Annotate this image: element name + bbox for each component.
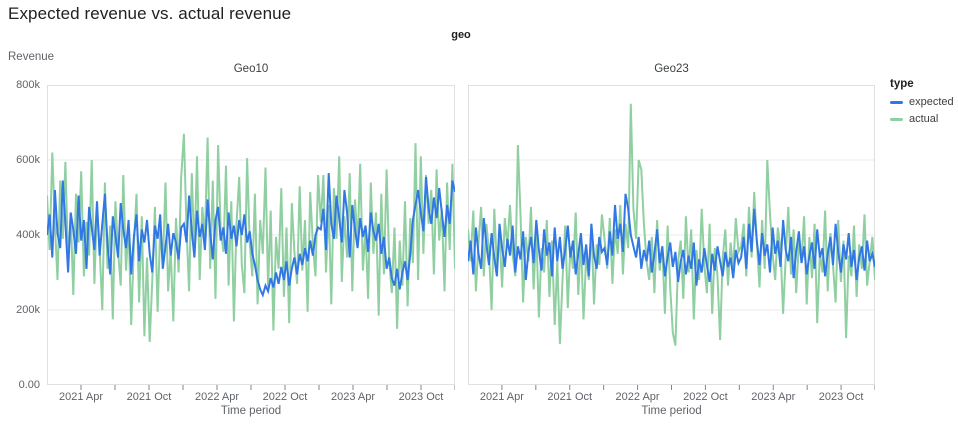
facet-panel-geo10: Geo10 2021 Apr 2021 Oct 2022 Apr 2022 Oct 202… [47, 63, 455, 417]
actual-swatch-icon [890, 117, 903, 121]
legend-item-label: expected [909, 96, 954, 108]
facet-dimension-label: geo [451, 29, 471, 41]
y-tick-label: 0.00 [18, 379, 40, 391]
facet-panel-geo23: Geo23 2021 Apr 2021 Oct 2022 Apr 2022 Oct 202… [468, 63, 875, 417]
x-tick-label: 2021 Apr [479, 391, 524, 403]
x-tick-label: 2023 Oct [818, 391, 864, 403]
legend-title: type [890, 78, 914, 90]
x-tick-label: 2022 Apr [615, 391, 660, 403]
geo10-line-chart[interactable] [47, 85, 455, 391]
x-tick-label: 2021 Apr [58, 391, 104, 403]
y-tick-label: 400k [16, 229, 40, 241]
legend: type expected actual [890, 78, 954, 130]
expected-series-line[interactable] [47, 173, 455, 298]
legend-item-expected[interactable]: expected [890, 96, 954, 108]
x-axis-title: Time period [641, 405, 702, 417]
expected-swatch-icon [890, 100, 903, 104]
panel-title: Geo10 [233, 63, 269, 75]
x-tick-label: 2022 Apr [194, 391, 240, 403]
y-tick-label: 800k [16, 79, 40, 91]
chart-title: Expected revenue vs. actual revenue [8, 4, 292, 23]
x-tick-label: 2021 Oct [126, 391, 172, 403]
geo23-line-chart[interactable] [468, 85, 875, 391]
x-tick-label: 2022 Oct [262, 391, 308, 403]
legend-items: expected actual [890, 96, 954, 125]
y-axis-title: Revenue [8, 51, 55, 63]
actual-series-line[interactable] [468, 103, 875, 346]
x-tick-label: 2022 Oct [683, 391, 728, 403]
y-tick-label: 600k [16, 154, 40, 166]
legend-item-actual[interactable]: actual [890, 113, 954, 125]
y-tick-label: 200k [16, 304, 40, 316]
x-tick-label: 2023 Apr [751, 391, 796, 403]
legend-item-label: actual [909, 113, 939, 125]
expected-series-line[interactable] [468, 193, 875, 286]
actual-series-line[interactable] [47, 133, 455, 342]
x-tick-label: 2021 Oct [547, 391, 593, 403]
x-tick-label: 2023 Oct [398, 391, 444, 403]
panel-title: Geo23 [654, 63, 689, 75]
x-tick-label: 2023 Apr [330, 391, 376, 403]
x-axis-title: Time period [220, 405, 282, 417]
